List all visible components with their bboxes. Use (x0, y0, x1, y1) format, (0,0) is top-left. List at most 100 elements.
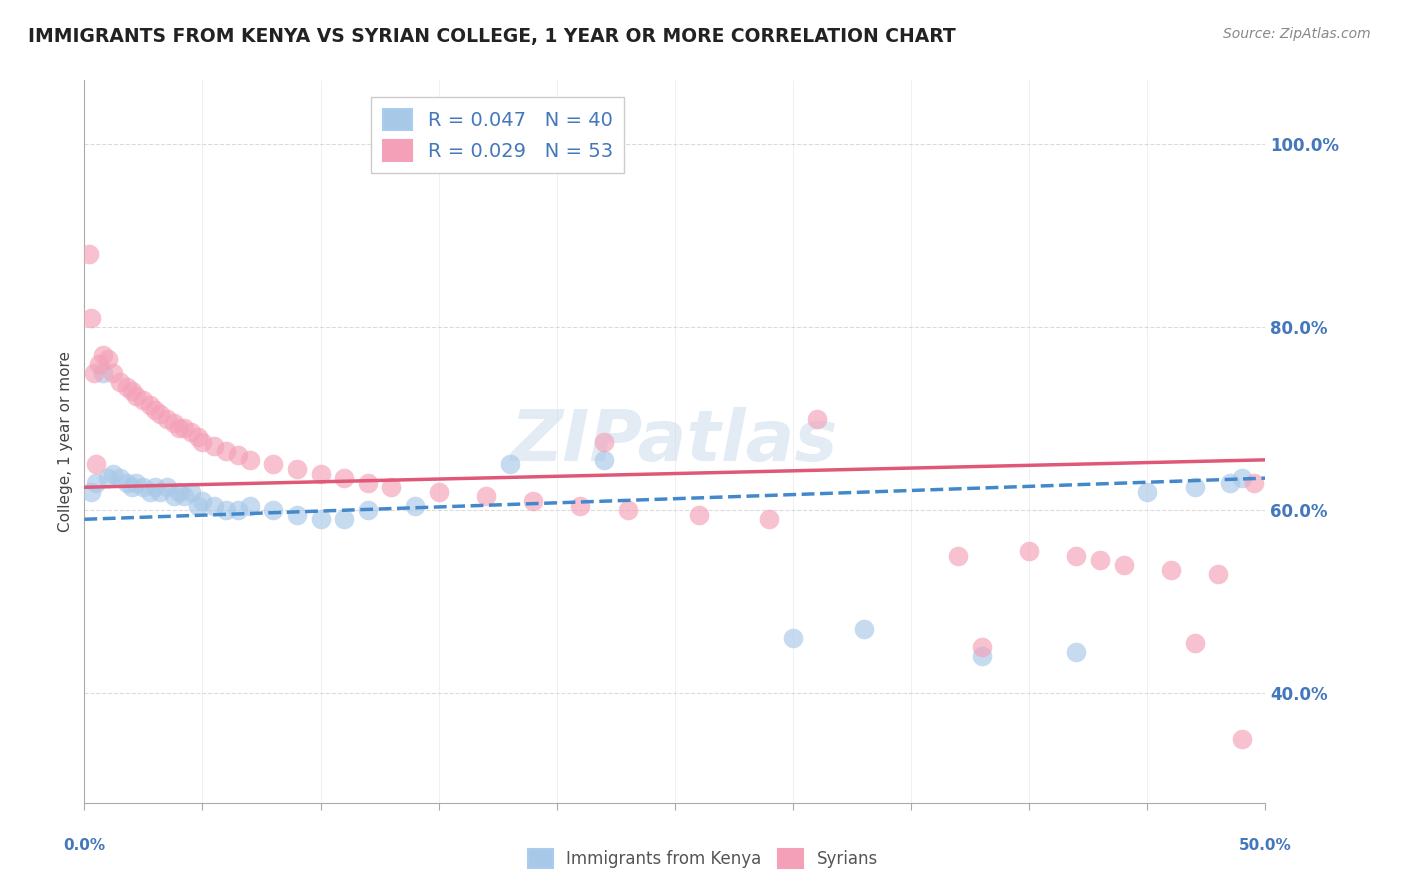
Point (163, 416, 186, 430)
Text: 50.0%: 50.0% (1239, 838, 1292, 853)
Point (215, 443, 238, 458)
Point (1206, 567, 1229, 582)
Point (239, 499, 262, 513)
Point (143, 480, 166, 494)
Point (191, 434, 214, 449)
Point (87, 357, 110, 371)
Point (1184, 480, 1206, 494)
Point (163, 490, 186, 504)
Point (1066, 645, 1088, 659)
Point (1136, 484, 1159, 499)
Point (84, 475, 107, 490)
Point (333, 471, 356, 485)
Point (1230, 731, 1253, 746)
Point (285, 462, 308, 476)
Point (948, 549, 970, 563)
Point (522, 494, 544, 508)
Point (688, 508, 710, 522)
Point (156, 480, 179, 494)
Point (262, 458, 284, 472)
Point (357, 503, 380, 517)
Point (91, 348, 114, 362)
Point (202, 499, 225, 513)
Point (404, 499, 426, 513)
Point (180, 484, 202, 499)
Point (125, 389, 148, 403)
Point (187, 499, 209, 513)
Point (108, 471, 131, 485)
Point (108, 375, 131, 389)
Point (115, 475, 138, 490)
Point (132, 393, 155, 408)
Point (156, 411, 179, 425)
Point (202, 439, 225, 453)
Point (806, 411, 828, 425)
Point (80, 484, 103, 499)
Point (83, 366, 105, 380)
Point (427, 484, 450, 499)
Point (1184, 636, 1206, 650)
Y-axis label: College, 1 year or more: College, 1 year or more (58, 351, 73, 532)
Legend: Immigrants from Kenya, Syrians: Immigrants from Kenya, Syrians (522, 843, 884, 875)
Point (1160, 563, 1182, 577)
Point (333, 512, 356, 526)
Point (121, 384, 143, 399)
Point (191, 494, 214, 508)
Point (475, 490, 498, 504)
Point (593, 453, 616, 467)
Point (1243, 475, 1265, 490)
Point (97, 352, 120, 367)
Point (309, 467, 332, 481)
Point (852, 622, 875, 636)
Point (1088, 553, 1111, 567)
Point (80, 311, 103, 326)
Point (97, 471, 120, 485)
Text: 0.0%: 0.0% (63, 838, 105, 853)
Point (180, 425, 202, 440)
Point (91, 366, 114, 380)
Point (139, 398, 162, 412)
Point (101, 366, 124, 380)
Text: Source: ZipAtlas.com: Source: ZipAtlas.com (1223, 27, 1371, 41)
Point (173, 490, 195, 504)
Point (239, 453, 262, 467)
Point (970, 640, 993, 655)
Point (593, 434, 616, 449)
Point (285, 508, 308, 522)
Point (115, 379, 138, 393)
Point (149, 484, 172, 499)
Text: IMMIGRANTS FROM KENYA VS SYRIAN COLLEGE, 1 YEAR OR MORE CORRELATION CHART: IMMIGRANTS FROM KENYA VS SYRIAN COLLEGE,… (28, 27, 956, 45)
Point (139, 484, 162, 499)
Point (167, 421, 190, 435)
Point (309, 512, 332, 526)
Point (101, 467, 124, 481)
Point (569, 499, 592, 513)
Point (121, 480, 143, 494)
Point (262, 503, 284, 517)
Point (143, 402, 166, 417)
Point (1230, 471, 1253, 485)
Point (149, 407, 172, 421)
Point (498, 458, 520, 472)
Point (215, 503, 238, 517)
Legend: R = 0.047   N = 40, R = 0.029   N = 53: R = 0.047 N = 40, R = 0.029 N = 53 (371, 97, 624, 173)
Point (1018, 544, 1040, 558)
Point (1219, 475, 1241, 490)
Point (226, 448, 249, 462)
Point (1066, 549, 1088, 563)
Point (970, 649, 993, 664)
Point (226, 503, 249, 517)
Point (173, 421, 195, 435)
Point (782, 631, 804, 645)
Point (1112, 558, 1135, 572)
Point (84, 458, 107, 472)
Point (616, 503, 638, 517)
Text: ZIPatlas: ZIPatlas (512, 407, 838, 476)
Point (357, 475, 380, 490)
Point (167, 484, 190, 499)
Point (187, 430, 209, 444)
Point (132, 480, 155, 494)
Point (125, 475, 148, 490)
Point (77, 247, 100, 261)
Point (758, 512, 780, 526)
